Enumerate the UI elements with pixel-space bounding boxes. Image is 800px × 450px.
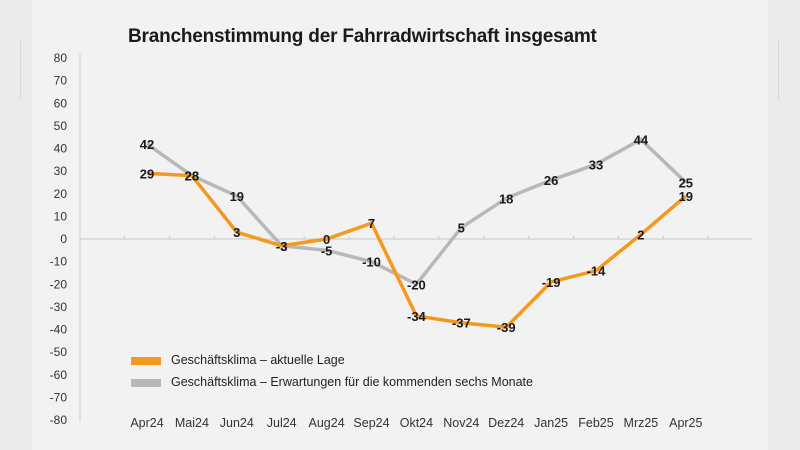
data-label-current: 0 xyxy=(323,232,330,247)
data-label-current: 7 xyxy=(368,216,375,231)
data-label-expectations: 33 xyxy=(589,157,603,172)
x-tick-label: Sep24 xyxy=(353,416,389,430)
legend-label-expectations: Geschäftsklima – Erwartungen für die kom… xyxy=(171,375,533,389)
x-tick-label: Mai24 xyxy=(175,416,209,430)
y-tick-label: -20 xyxy=(50,277,68,291)
series-line-current xyxy=(146,171,687,330)
chart-panel xyxy=(32,0,768,450)
legend-label-current: Geschäftsklima – aktuelle Lage xyxy=(171,353,345,367)
chart-title: Branchenstimmung der Fahrradwirtschaft i… xyxy=(128,26,597,47)
data-label-current: 2 xyxy=(637,227,644,242)
y-tick-label: 80 xyxy=(54,51,68,65)
data-label-expectations: -3 xyxy=(276,239,288,254)
data-label-expectations: 25 xyxy=(679,175,693,190)
y-tick-label: 10 xyxy=(54,209,68,223)
decor-line-right xyxy=(778,40,779,100)
y-tick-label: -40 xyxy=(50,323,68,337)
data-label-expectations: 28 xyxy=(185,169,199,184)
x-tick-label: Jan25 xyxy=(534,416,568,430)
data-label-current: 28 xyxy=(185,169,199,184)
y-tick-label: -60 xyxy=(50,368,68,382)
y-tick-label: -50 xyxy=(50,345,68,359)
data-label-current: -3 xyxy=(276,239,288,254)
data-label-expectations: 18 xyxy=(499,191,513,206)
x-tick-label: Jul24 xyxy=(267,416,297,430)
y-tick-label: 50 xyxy=(54,119,68,133)
y-tick-label: -30 xyxy=(50,300,68,314)
y-tick-label: 70 xyxy=(54,74,68,88)
x-tick-label: Jun24 xyxy=(220,416,254,430)
y-tick-label: 30 xyxy=(54,164,68,178)
data-label-expectations: 44 xyxy=(634,132,649,147)
data-label-current: -37 xyxy=(452,316,471,331)
y-tick-label: 40 xyxy=(54,142,68,156)
series-line-expectations xyxy=(145,137,688,287)
data-label-expectations: 19 xyxy=(230,189,244,204)
data-label-current: -39 xyxy=(497,320,516,335)
data-label-expectations: 5 xyxy=(458,221,465,236)
x-tick-label: Dez24 xyxy=(488,416,524,430)
data-label-expectations: 42 xyxy=(140,137,154,152)
x-tick-label: Apr25 xyxy=(669,416,702,430)
data-label-current: -34 xyxy=(407,309,427,324)
data-label-current: 19 xyxy=(679,189,693,204)
x-tick-label: Okt24 xyxy=(400,416,433,430)
data-label-expectations: -5 xyxy=(321,243,333,258)
x-tick-label: Nov24 xyxy=(443,416,479,430)
legend-item-expectations: Geschäftsklima – Erwartungen für die kom… xyxy=(131,375,533,389)
data-label-current: 3 xyxy=(233,225,240,240)
y-tick-label: 20 xyxy=(54,187,68,201)
data-label-current: 29 xyxy=(140,166,154,181)
legend-swatch-expectations xyxy=(131,378,161,387)
data-label-current: -19 xyxy=(542,275,561,290)
x-tick-label: Mrz25 xyxy=(624,416,659,430)
y-tick-label: 0 xyxy=(60,232,67,246)
x-tick-label: Feb25 xyxy=(578,416,613,430)
data-label-expectations: -20 xyxy=(407,277,426,292)
y-tick-label: 60 xyxy=(54,96,68,110)
data-label-expectations: 26 xyxy=(544,173,558,188)
y-tick-label: -70 xyxy=(50,390,68,404)
legend-swatch-current xyxy=(131,356,161,365)
legend-item-current: Geschäftsklima – aktuelle Lage xyxy=(131,353,345,367)
x-tick-label: Aug24 xyxy=(309,416,345,430)
x-tick-label: Apr24 xyxy=(130,416,163,430)
data-label-expectations: -10 xyxy=(362,255,381,270)
decor-line-left xyxy=(20,40,21,100)
y-tick-label: -80 xyxy=(50,413,68,427)
y-tick-label: -10 xyxy=(50,255,68,269)
data-label-current: -14 xyxy=(587,264,607,279)
